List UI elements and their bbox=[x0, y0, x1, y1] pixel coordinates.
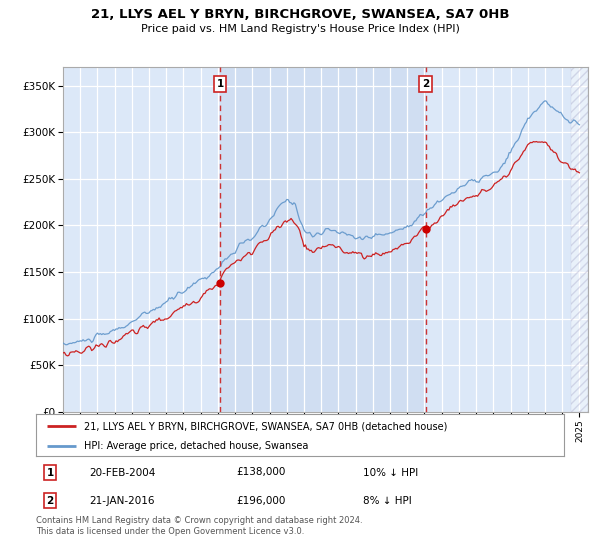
Text: HPI: Average price, detached house, Swansea: HPI: Average price, detached house, Swan… bbox=[83, 441, 308, 451]
Text: 21, LLYS AEL Y BRYN, BIRCHGROVE, SWANSEA, SA7 0HB: 21, LLYS AEL Y BRYN, BIRCHGROVE, SWANSEA… bbox=[91, 8, 509, 21]
Text: 10% ↓ HPI: 10% ↓ HPI bbox=[364, 468, 419, 478]
Text: Price paid vs. HM Land Registry's House Price Index (HPI): Price paid vs. HM Land Registry's House … bbox=[140, 24, 460, 34]
Text: £196,000: £196,000 bbox=[236, 496, 286, 506]
Text: 2: 2 bbox=[47, 496, 54, 506]
Text: 1: 1 bbox=[217, 79, 224, 89]
Text: 2: 2 bbox=[422, 79, 429, 89]
Text: 1: 1 bbox=[47, 468, 54, 478]
Text: 21, LLYS AEL Y BRYN, BIRCHGROVE, SWANSEA, SA7 0HB (detached house): 21, LLYS AEL Y BRYN, BIRCHGROVE, SWANSEA… bbox=[83, 421, 447, 431]
Bar bbox=[220, 67, 425, 412]
Text: 20-FEB-2004: 20-FEB-2004 bbox=[89, 468, 155, 478]
Text: 21-JAN-2016: 21-JAN-2016 bbox=[89, 496, 154, 506]
Text: £138,000: £138,000 bbox=[236, 468, 286, 478]
Text: 8% ↓ HPI: 8% ↓ HPI bbox=[364, 496, 412, 506]
Bar bbox=[571, 67, 588, 412]
Text: Contains HM Land Registry data © Crown copyright and database right 2024.
This d: Contains HM Land Registry data © Crown c… bbox=[36, 516, 362, 536]
